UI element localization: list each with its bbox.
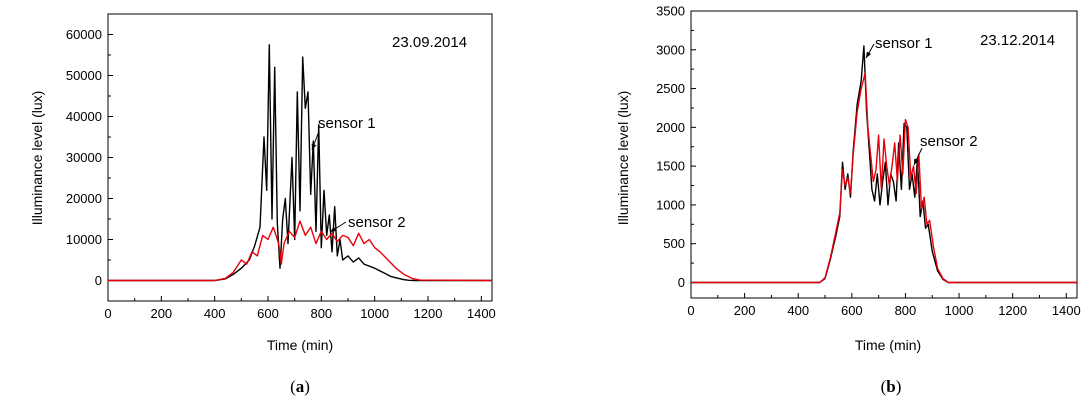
plot-frame (107, 13, 493, 302)
y-tick-label: 60000 (66, 27, 102, 42)
annotation-arrow-head (914, 158, 919, 165)
chart-panel-b: 0 200 400 600 800 1000 1200 1400 0 500 1000 1500 20… (615, 4, 1081, 397)
x-ticks: 0 200 400 600 800 1000 1200 1400 (104, 296, 496, 321)
panel-caption-letter: b (886, 377, 895, 396)
y-axis-label: Illuminance level (lux) (29, 91, 45, 226)
x-tick-label: 1000 (360, 306, 389, 321)
series-line-sensor-2 (691, 72, 1077, 284)
annotation-arrow-head (866, 51, 872, 58)
x-tick-label: 1000 (945, 303, 974, 318)
x-tick-label: 600 (841, 303, 863, 318)
annotations: sensor 1 sensor 2 (311, 115, 406, 233)
y-tick-label: 500 (663, 236, 685, 251)
x-tick-label: 600 (257, 306, 279, 321)
series-lines (108, 44, 493, 282)
x-tick-label: 1400 (1052, 303, 1081, 318)
y-tick-label: 1500 (656, 159, 685, 174)
x-tick-label: 800 (310, 306, 332, 321)
x-axis-label: Time (min) (855, 337, 921, 353)
panel-caption: (a) (290, 377, 310, 396)
y-tick-label: 40000 (66, 109, 102, 124)
x-tick-label: 1200 (998, 303, 1027, 318)
y-tick-label: 2500 (656, 81, 685, 96)
x-tick-label: 200 (150, 306, 172, 321)
series-annotation-sensor-2: sensor 2 (920, 133, 978, 150)
x-tick-label: 1400 (467, 306, 496, 321)
series-line-sensor-1 (691, 45, 1077, 284)
y-tick-label: 10000 (66, 232, 102, 247)
x-tick-label: 0 (687, 303, 694, 318)
date-label: 23.09.2014 (392, 34, 467, 51)
series-lines (691, 45, 1077, 284)
date-label: 23.12.2014 (980, 32, 1055, 49)
x-tick-label: 400 (787, 303, 809, 318)
plot-frame (690, 10, 1078, 299)
y-ticks: 0 500 1000 1500 2000 2500 3000 3500 (656, 4, 696, 290)
chart-panel-a: 0 200 400 600 800 1000 1200 1400 0 10000 20000 300… (29, 13, 496, 396)
y-tick-label: 2000 (656, 120, 685, 135)
panel-caption-letter: a (296, 377, 305, 396)
x-tick-label: 200 (734, 303, 756, 318)
y-tick-label: 1000 (656, 197, 685, 212)
y-tick-label: 3000 (656, 42, 685, 57)
y-ticks: 0 10000 20000 30000 40000 50000 60000 (66, 13, 113, 302)
x-axis-label: Time (min) (267, 337, 333, 353)
panel-caption: (b) (881, 377, 902, 396)
annotation-arrow-head (311, 143, 317, 150)
series-annotation-sensor-1: sensor 1 (875, 35, 933, 52)
y-axis-label: Illuminance level (lux) (615, 91, 631, 226)
y-tick-label: 0 (678, 275, 685, 290)
annotations: sensor 1 sensor 2 (865, 35, 978, 166)
x-tick-label: 800 (895, 303, 917, 318)
y-tick-label: 20000 (66, 191, 102, 206)
x-tick-label: 0 (104, 306, 111, 321)
x-ticks: 0 200 400 600 800 1000 1200 1400 (687, 293, 1081, 318)
y-tick-label: 50000 (66, 68, 102, 83)
x-tick-label: 400 (204, 306, 226, 321)
y-tick-label: 3500 (656, 4, 685, 19)
series-annotation-sensor-2: sensor 2 (348, 214, 406, 231)
y-tick-label: 0 (95, 273, 102, 288)
series-line-sensor-1 (108, 44, 492, 282)
y-tick-label: 30000 (66, 150, 102, 165)
x-tick-label: 1200 (414, 306, 443, 321)
series-annotation-sensor-1: sensor 1 (318, 115, 376, 132)
annotation-arrow-head (330, 226, 337, 232)
series-line-sensor-2 (108, 220, 493, 282)
